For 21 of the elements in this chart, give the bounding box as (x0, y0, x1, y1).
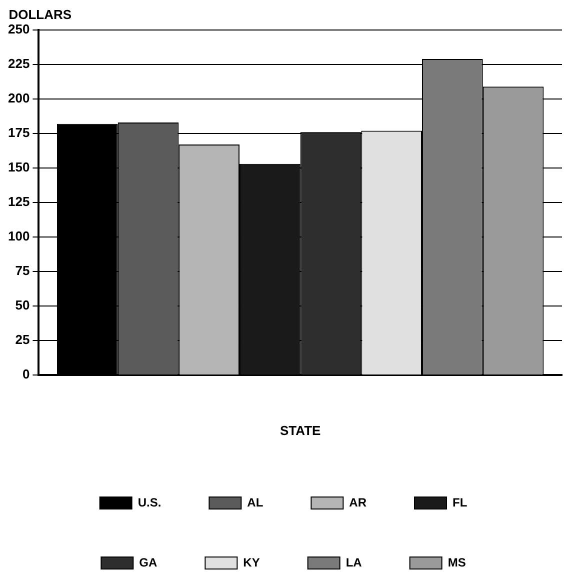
y-tick-label: 250 (8, 22, 30, 37)
y-tick-label: 100 (8, 228, 30, 244)
legend-label: AR (349, 495, 367, 510)
legend-label: U.S. (138, 495, 162, 510)
x-axis-title: STATE (280, 422, 322, 438)
y-tick-label: 175 (8, 125, 30, 140)
y-tick-label: 125 (8, 194, 30, 210)
y-tick-label: 25 (15, 332, 30, 348)
legend-label: KY (243, 555, 260, 570)
y-tick-label: 75 (15, 263, 30, 278)
legend-label: MS (448, 555, 466, 570)
legend-label: FL (452, 495, 468, 510)
legend-label: LA (346, 555, 362, 570)
y-tick-label: 200 (8, 90, 30, 106)
y-tick-label: 150 (8, 160, 30, 175)
y-tick-label: 0 (22, 366, 30, 382)
legend-label: GA (139, 555, 158, 570)
y-tick-label: 50 (15, 298, 30, 313)
y-tick-label: 225 (8, 56, 30, 72)
y-axis-title: DOLLARS (8, 7, 72, 22)
legend-label: AL (247, 495, 264, 510)
